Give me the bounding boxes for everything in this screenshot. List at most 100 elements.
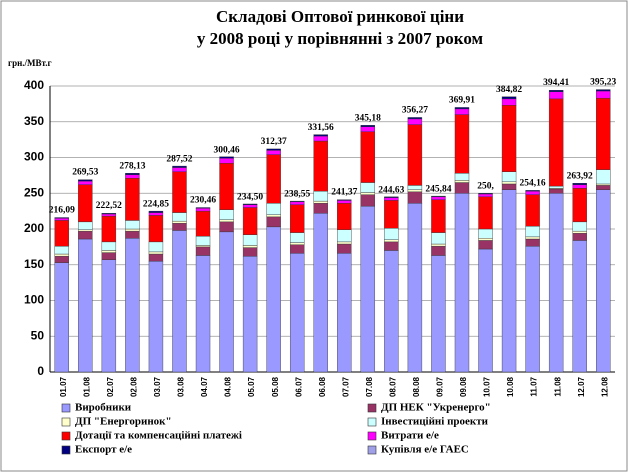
total-label: 254,16 — [520, 178, 546, 188]
y-axis-label: грн./МВт.г — [8, 58, 52, 68]
total-label: 356,27 — [402, 105, 428, 115]
bar-segment — [525, 238, 540, 247]
bar-segment — [172, 230, 187, 373]
bar-segment — [125, 174, 140, 179]
bar-segment — [478, 240, 493, 250]
legend-label: Купівля е/е ГАЕС — [381, 444, 469, 456]
bar-segment — [313, 140, 328, 192]
bar-segment — [572, 221, 587, 232]
bar-segment — [384, 239, 399, 243]
bar-segment — [407, 203, 423, 373]
bar-segment — [172, 220, 187, 224]
total-label: 345,18 — [355, 113, 381, 123]
bar-segment — [148, 260, 164, 373]
bar-segment — [148, 253, 164, 262]
x-tick-label: 06.07 — [294, 376, 303, 397]
legend-label: Інвестиційні проекти — [381, 416, 489, 428]
legend-swatch — [367, 431, 377, 441]
bar-segment — [478, 193, 493, 198]
x-tick-label: 05.08 — [271, 376, 280, 397]
bar-segment — [148, 215, 164, 243]
bar-segment — [78, 184, 93, 223]
bar-segment — [454, 107, 470, 110]
bar-segment — [337, 241, 352, 245]
bar-segment — [266, 203, 281, 215]
total-label: 369,91 — [449, 96, 475, 106]
total-label: 331,56 — [308, 123, 334, 133]
bar-segment — [219, 209, 234, 220]
bar-segment — [125, 238, 140, 373]
bar-segment — [454, 180, 470, 183]
bar-segment — [101, 252, 117, 260]
bar-segment — [454, 193, 470, 373]
y-tick-label: 50 — [31, 328, 45, 342]
bar-segment — [572, 184, 587, 189]
legend-swatch — [61, 403, 71, 413]
x-tick-label: 04.08 — [224, 376, 233, 397]
bar-segment — [501, 171, 517, 183]
bar-segment — [431, 243, 446, 247]
bar-segment — [548, 188, 564, 194]
bar-segment — [501, 98, 517, 106]
bar-segment — [101, 259, 117, 373]
x-tick-label: 05.07 — [247, 376, 256, 397]
bar-segment — [219, 231, 234, 373]
bar-segment — [501, 105, 517, 173]
total-label: 300,46 — [214, 145, 240, 155]
y-tick-label: 300 — [24, 150, 44, 164]
legend-swatch — [61, 431, 71, 441]
bar-segment — [360, 126, 376, 132]
legend-swatch — [61, 445, 71, 455]
bar-segment — [548, 91, 564, 100]
total-label: 244,63 — [378, 185, 404, 195]
bar-segment — [219, 219, 234, 223]
bar-segment — [195, 207, 211, 209]
bar-segment — [101, 213, 117, 215]
bar-segment — [337, 253, 352, 373]
bar-segment — [172, 212, 187, 222]
bar-segment — [431, 199, 446, 233]
bar-segment — [337, 200, 352, 204]
bar-segment — [548, 185, 564, 189]
y-tick-label: 150 — [24, 257, 44, 271]
bar-segment — [219, 158, 234, 164]
bar-segment — [125, 173, 140, 175]
bar-segment — [195, 255, 211, 373]
bar-segment — [454, 182, 470, 194]
x-tick-label: 12.08 — [600, 376, 609, 397]
total-label: 312,37 — [261, 137, 287, 147]
bar-segment — [548, 90, 564, 92]
bar-segment — [125, 230, 140, 239]
x-tick-label: 06.08 — [318, 376, 327, 397]
bar-segment — [289, 204, 305, 233]
bar-segment — [242, 203, 258, 205]
bar-segment — [289, 242, 305, 245]
bar-segment — [313, 200, 328, 204]
bar-segment — [525, 190, 540, 192]
bar-segment — [195, 208, 211, 212]
x-tick-label: 03.07 — [153, 376, 162, 397]
bar-segment — [501, 189, 517, 373]
x-tick-label: 01.07 — [59, 376, 68, 397]
bar-segment — [501, 181, 517, 185]
bar-segment — [266, 216, 281, 228]
bar-segment — [54, 220, 69, 247]
y-tick-label: 250 — [24, 185, 44, 199]
bar-segment — [596, 185, 611, 190]
bar-segment — [407, 185, 423, 190]
chart-title: у 2008 році у порівнянні з 2007 роком — [197, 29, 484, 48]
bar-segment — [384, 196, 399, 198]
bar-segment — [407, 118, 423, 125]
bar-segment — [548, 193, 564, 373]
y-tick-label: 350 — [24, 114, 44, 128]
legend-label: Витрати е/е — [381, 430, 439, 442]
bar-segment — [525, 236, 540, 240]
legend-label: ДП НЕК "Укренерго" — [381, 402, 491, 414]
bar-segment — [172, 171, 187, 213]
bar-segment — [78, 238, 93, 373]
bar-segment — [337, 203, 352, 230]
bar-segment — [360, 182, 376, 193]
legend-label: Експорт е/е — [75, 444, 132, 456]
legend-swatch — [61, 417, 71, 427]
bar-segment — [266, 214, 281, 218]
